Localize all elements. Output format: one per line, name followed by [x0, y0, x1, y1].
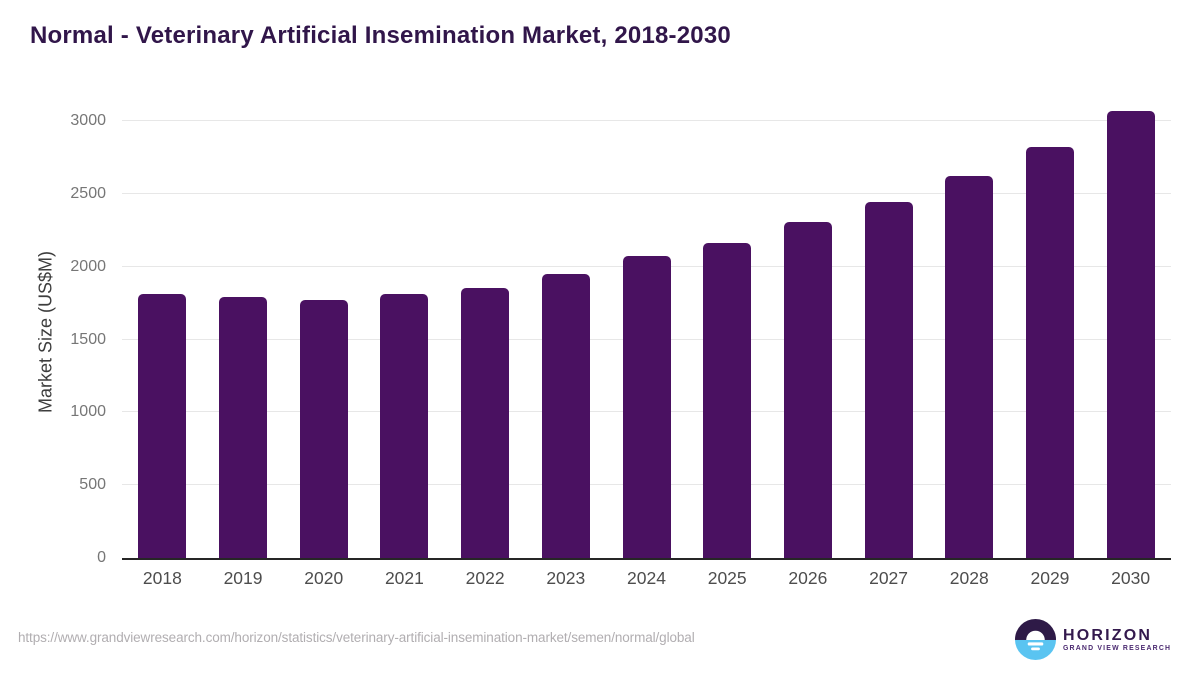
y-tick-label: 3000 — [70, 112, 106, 129]
x-tick-label: 2030 — [1111, 568, 1151, 588]
horizon-sunset-icon — [1014, 618, 1057, 661]
x-tick-label: 2028 — [949, 568, 989, 588]
bar-2027[interactable] — [864, 201, 913, 558]
y-tick-label: 1000 — [70, 403, 106, 421]
x-tick-label: 2018 — [142, 568, 182, 588]
bar-2030[interactable] — [1106, 110, 1155, 558]
x-tick-label: 2022 — [465, 568, 505, 588]
logo-wordmark: HORIZON — [1063, 627, 1153, 644]
bar-2026[interactable] — [783, 222, 832, 558]
x-tick-label: 2021 — [384, 568, 424, 588]
x-tick-label: 2023 — [546, 568, 586, 588]
bar-2018[interactable] — [138, 293, 187, 558]
gridline — [122, 192, 1171, 194]
bar-2021[interactable] — [380, 294, 429, 558]
x-tick-label: 2026 — [788, 568, 828, 588]
x-tick-label: 2029 — [1030, 568, 1070, 588]
bar-2022[interactable] — [461, 287, 510, 558]
y-tick-label: 2000 — [70, 257, 106, 275]
bar-2020[interactable] — [299, 300, 348, 558]
bar-2028[interactable] — [945, 176, 994, 558]
y-tick-label: 1500 — [70, 330, 106, 348]
gridline — [122, 120, 1171, 121]
chart-title: Normal - Veterinary Artificial Inseminat… — [30, 22, 731, 49]
x-tick-label: 2027 — [869, 568, 909, 588]
y-axis-title: Market Size (US$M) — [35, 250, 56, 414]
x-tick-label: 2020 — [304, 568, 344, 588]
x-tick-label: 2019 — [223, 568, 263, 588]
x-tick-label: 2024 — [627, 568, 666, 588]
y-tick-label: 2500 — [70, 184, 106, 202]
y-tick-label: 500 — [79, 476, 106, 494]
logo-tagline: GRAND VIEW RESEARCH — [1063, 645, 1172, 652]
horizon-logo: HORIZON GRAND VIEW RESEARCH — [1014, 618, 1171, 661]
bar-2019[interactable] — [219, 297, 268, 558]
x-tick-label: 2025 — [707, 568, 747, 588]
plot-area: 0 500 1000 1500 2000 2500 3000 2018 2019 2020 2021… — [70, 95, 1171, 588]
bar-2023[interactable] — [541, 273, 590, 558]
bar-2029[interactable] — [1025, 146, 1074, 558]
bar-2024[interactable] — [622, 256, 671, 558]
logo-text: HORIZON GRAND VIEW RESEARCH — [1063, 627, 1171, 652]
bar-2025[interactable] — [703, 242, 752, 558]
source-url: https://www.grandviewresearch.com/horizo… — [18, 630, 695, 645]
y-tick-label: 0 — [97, 549, 106, 566]
